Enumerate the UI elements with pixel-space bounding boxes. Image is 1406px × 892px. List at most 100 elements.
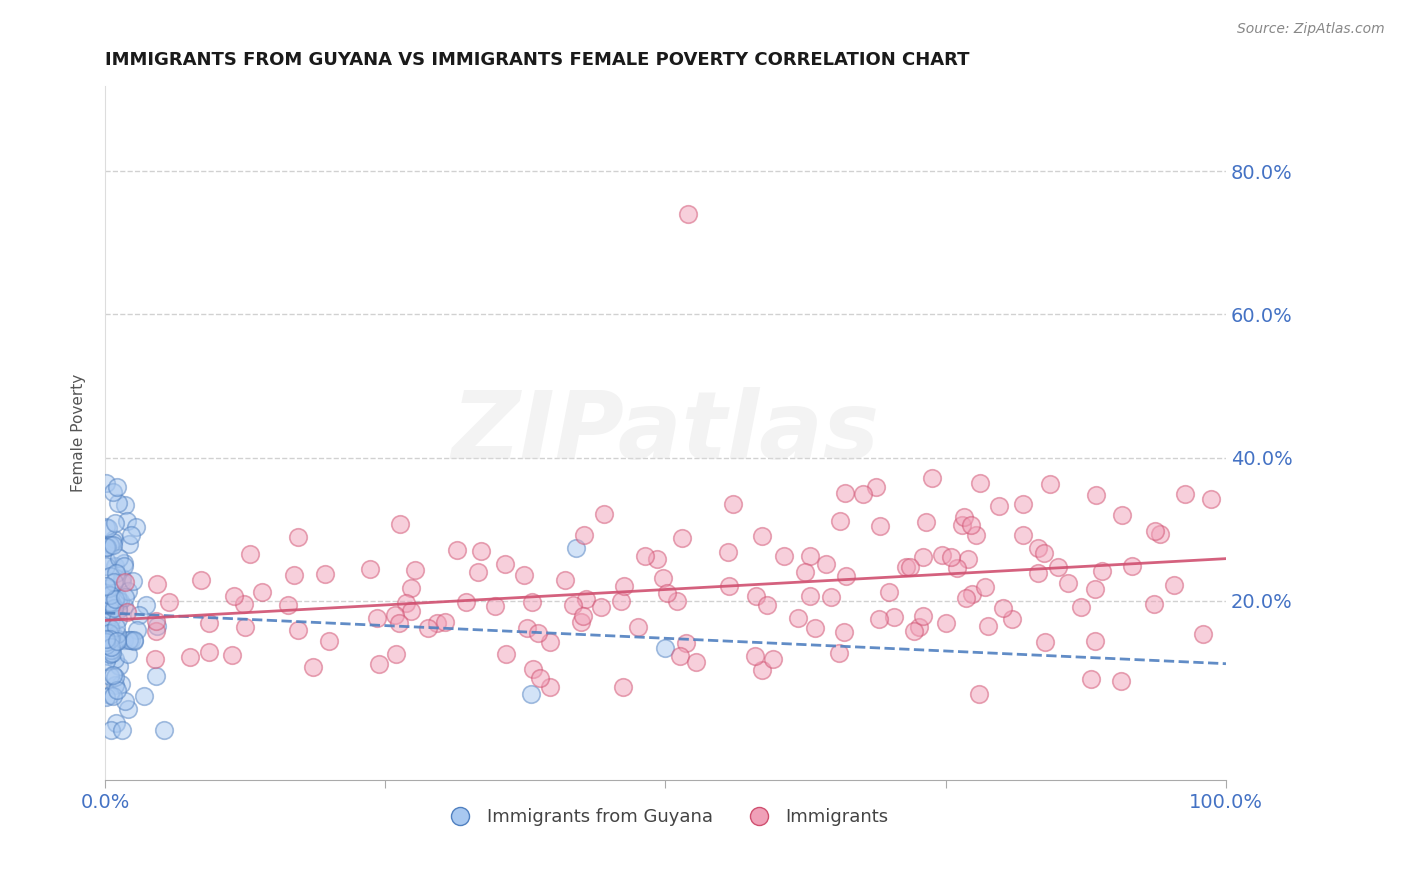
Point [366, 610, 388, 624]
Point [105, 627, 128, 641]
Point [751, 664, 773, 678]
Point [1111, 508, 1133, 523]
Point [613, 579, 636, 593]
Point [314, 566, 336, 581]
Point [652, 571, 675, 585]
Point [404, 563, 426, 577]
Point [127, 624, 149, 638]
Point [627, 620, 650, 634]
Point [239, 547, 262, 561]
Point [717, 545, 740, 559]
Point [633, 549, 655, 563]
Point [107, 550, 129, 565]
Point [224, 589, 246, 603]
Point [122, 633, 145, 648]
Point [1047, 560, 1070, 574]
Point [98, 596, 121, 610]
Point [1091, 564, 1114, 578]
Point [96, 588, 118, 602]
Point [467, 565, 489, 579]
Point [96, 599, 118, 613]
Point [318, 634, 340, 648]
Point [103, 532, 125, 546]
Point [117, 702, 139, 716]
Point [103, 485, 125, 500]
Point [94, 559, 117, 574]
Point [96, 614, 118, 628]
Point [974, 580, 997, 594]
Point [1199, 492, 1222, 507]
Point [146, 577, 169, 591]
Point [470, 544, 492, 558]
Point [287, 623, 309, 637]
Point [107, 496, 129, 510]
Point [108, 594, 131, 608]
Point [717, 579, 740, 593]
Point [655, 586, 678, 600]
Point [675, 636, 697, 650]
Point [153, 723, 176, 737]
Point [877, 585, 900, 599]
Point [676, 207, 699, 221]
Point [94, 586, 117, 600]
Point [1033, 635, 1056, 649]
Point [898, 560, 921, 574]
Point [1033, 546, 1056, 560]
Point [111, 571, 134, 585]
Point [575, 592, 598, 607]
Point [516, 620, 538, 634]
Point [101, 538, 124, 552]
Point [101, 690, 124, 704]
Point [804, 621, 827, 635]
Point [1026, 541, 1049, 555]
Point [145, 614, 167, 628]
Point [991, 601, 1014, 615]
Point [128, 608, 150, 623]
Point [1109, 674, 1132, 689]
Point [799, 549, 821, 563]
Point [1070, 599, 1092, 614]
Point [946, 561, 969, 575]
Point [105, 481, 128, 495]
Point [773, 549, 796, 564]
Point [98, 668, 121, 682]
Point [612, 680, 634, 694]
Point [115, 605, 138, 619]
Point [744, 648, 766, 663]
Point [283, 568, 305, 582]
Point [669, 648, 692, 663]
Point [359, 562, 381, 576]
Point [101, 598, 124, 612]
Point [107, 593, 129, 607]
Point [122, 633, 145, 648]
Point [851, 487, 873, 501]
Point [723, 497, 745, 511]
Point [562, 598, 585, 612]
Point [956, 551, 979, 566]
Point [96, 627, 118, 641]
Point [654, 641, 676, 656]
Point [903, 624, 925, 638]
Point [589, 599, 612, 614]
Point [96, 541, 118, 555]
Point [120, 633, 142, 648]
Point [97, 640, 120, 655]
Point [100, 612, 122, 626]
Point [446, 542, 468, 557]
Point [104, 678, 127, 692]
Point [1012, 528, 1035, 542]
Point [529, 671, 551, 685]
Point [221, 648, 243, 662]
Point [94, 655, 117, 669]
Point [145, 624, 167, 638]
Point [111, 575, 134, 590]
Point [103, 667, 125, 681]
Point [104, 715, 127, 730]
Point [865, 480, 887, 494]
Point [593, 507, 616, 521]
Text: ZIPatlas: ZIPatlas [451, 386, 880, 479]
Point [114, 591, 136, 605]
Point [100, 643, 122, 657]
Point [143, 652, 166, 666]
Point [94, 476, 117, 491]
